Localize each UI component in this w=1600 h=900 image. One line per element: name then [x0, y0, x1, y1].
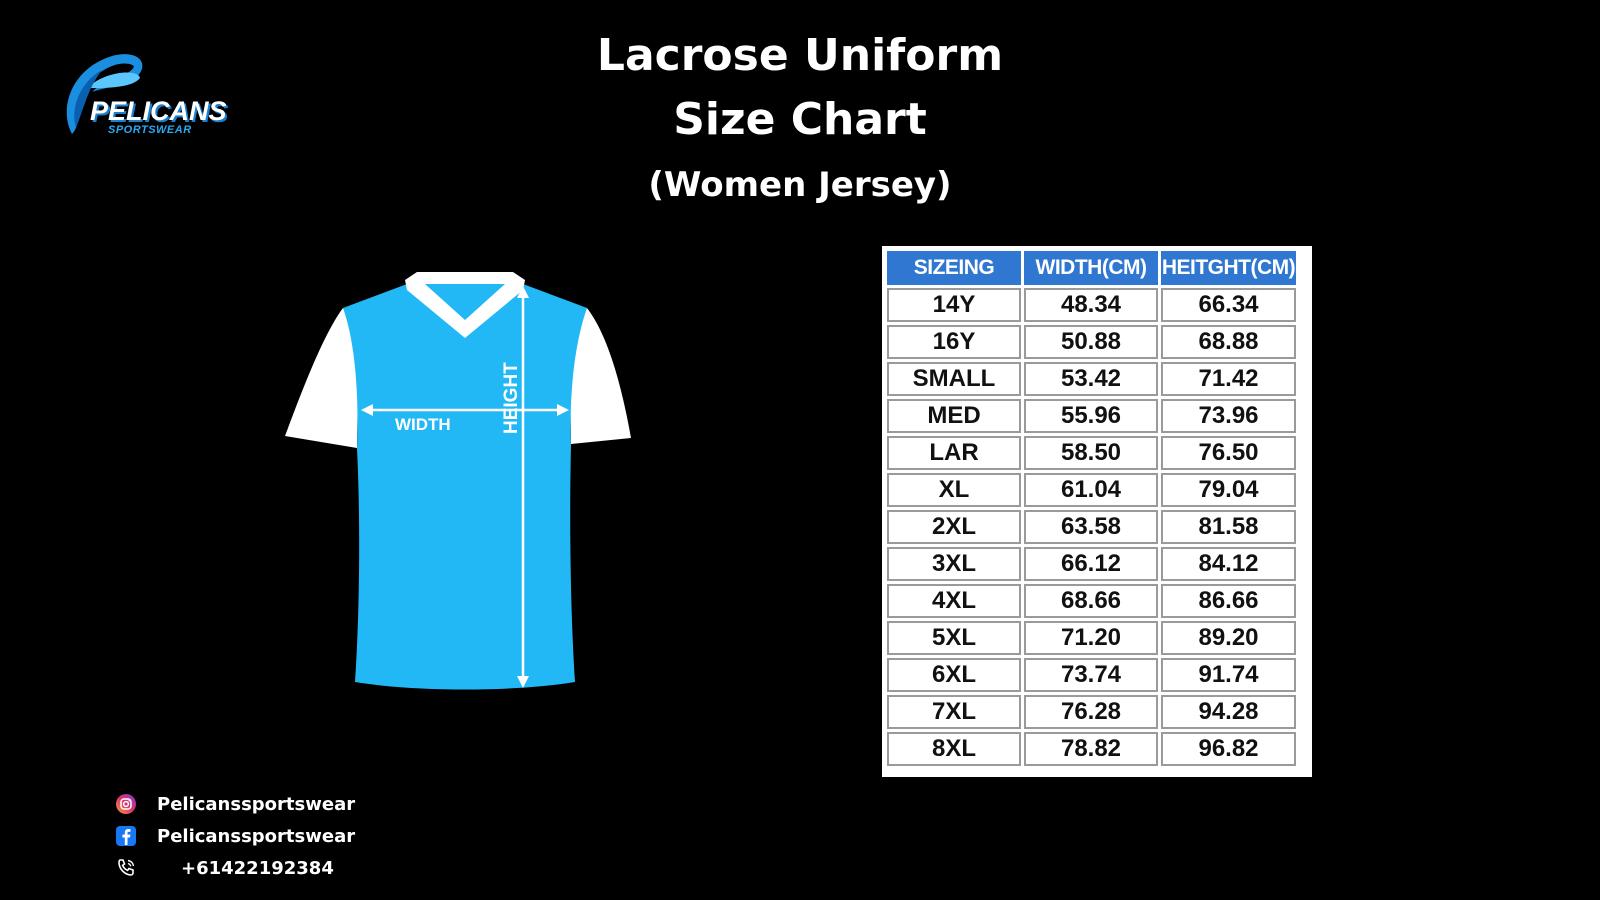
phone-number: +61422192384: [181, 857, 334, 879]
width-cell: 68.66: [1024, 584, 1158, 618]
width-cell: 78.82: [1024, 732, 1158, 766]
brand-name: PELICANS: [90, 96, 227, 126]
size-cell: MED: [887, 399, 1021, 433]
contact-phone[interactable]: +61422192384: [115, 852, 355, 884]
height-cell: 94.28: [1161, 695, 1296, 729]
brand-tagline: SPORTSWEAR: [108, 124, 192, 136]
table-row: 7XL 76.28 94.28: [887, 695, 1296, 729]
height-cell: 68.88: [1161, 325, 1296, 359]
width-cell: 55.96: [1024, 399, 1158, 433]
height-cell: 91.74: [1161, 658, 1296, 692]
height-cell: 96.82: [1161, 732, 1296, 766]
contact-instagram[interactable]: Pelicanssportswear: [115, 788, 355, 820]
height-cell: 71.42: [1161, 362, 1296, 396]
phone-icon: [118, 859, 135, 876]
page-title-line-2: Size Chart: [673, 94, 927, 145]
width-cell: 53.42: [1024, 362, 1158, 396]
size-cell: 3XL: [887, 547, 1021, 581]
width-cell: 73.74: [1024, 658, 1158, 692]
size-cell: 8XL: [887, 732, 1021, 766]
page-subtitle: (Women Jersey): [648, 165, 952, 205]
contact-facebook[interactable]: Pelicanssportswear: [115, 820, 355, 852]
width-cell: 48.34: [1024, 288, 1158, 322]
width-cell: 71.20: [1024, 621, 1158, 655]
height-cell: 81.58: [1161, 510, 1296, 544]
height-cell: 89.20: [1161, 621, 1296, 655]
table-row: 14Y 48.34 66.34: [887, 288, 1296, 322]
header-sizing: SIZEING: [887, 251, 1021, 285]
left-sleeve: [285, 308, 359, 448]
right-sleeve: [569, 308, 631, 444]
table-row: 6XL 73.74 91.74: [887, 658, 1296, 692]
size-cell: 4XL: [887, 584, 1021, 618]
size-cell: 6XL: [887, 658, 1021, 692]
pelican-swoosh-icon: [66, 54, 143, 134]
table-row: LAR 58.50 76.50: [887, 436, 1296, 470]
height-label: HEIGHT: [501, 362, 522, 434]
table-row: XL 61.04 79.04: [887, 473, 1296, 507]
width-arrow: [361, 404, 569, 416]
height-cell: 73.96: [1161, 399, 1296, 433]
table-row: 2XL 63.58 81.58: [887, 510, 1296, 544]
size-cell: LAR: [887, 436, 1021, 470]
table-row: 8XL 78.82 96.82: [887, 732, 1296, 766]
table-header-row: SIZEING WIDTH(CM) HEITGHT(CM): [887, 251, 1296, 285]
width-cell: 61.04: [1024, 473, 1158, 507]
facebook-handle: Pelicanssportswear: [157, 825, 356, 847]
table-row: 5XL 71.20 89.20: [887, 621, 1296, 655]
size-cell: 16Y: [887, 325, 1021, 359]
table-row: MED 55.96 73.96: [887, 399, 1296, 433]
table-row: 3XL 66.12 84.12: [887, 547, 1296, 581]
title-block: Lacrose Uniform Size Chart (Women Jersey…: [0, 24, 1600, 210]
header-height: HEITGHT(CM): [1161, 251, 1296, 285]
width-cell: 76.28: [1024, 695, 1158, 729]
instagram-icon: [116, 794, 136, 814]
brand-logo: PELICANS SPORTSWEAR: [62, 48, 232, 140]
jersey-body: [343, 284, 587, 690]
height-cell: 76.50: [1161, 436, 1296, 470]
size-cell: 5XL: [887, 621, 1021, 655]
width-cell: 58.50: [1024, 436, 1158, 470]
height-cell: 84.12: [1161, 547, 1296, 581]
size-cell: 14Y: [887, 288, 1021, 322]
size-cell: XL: [887, 473, 1021, 507]
instagram-handle: Pelicanssportswear: [157, 793, 356, 815]
page-title: Lacrose Uniform: [596, 30, 1004, 81]
size-chart-table: SIZEING WIDTH(CM) HEITGHT(CM) 14Y 48.34 66…: [882, 246, 1312, 777]
facebook-icon: [116, 826, 136, 846]
height-cell: 66.34: [1161, 288, 1296, 322]
size-cell: 7XL: [887, 695, 1021, 729]
height-cell: 86.66: [1161, 584, 1296, 618]
width-cell: 50.88: [1024, 325, 1158, 359]
height-cell: 79.04: [1161, 473, 1296, 507]
size-cell: SMALL: [887, 362, 1021, 396]
header-width: WIDTH(CM): [1024, 251, 1158, 285]
width-cell: 63.58: [1024, 510, 1158, 544]
table-row: SMALL 53.42 71.42: [887, 362, 1296, 396]
width-cell: 66.12: [1024, 547, 1158, 581]
size-table: SIZEING WIDTH(CM) HEITGHT(CM) 14Y 48.34 66…: [884, 248, 1299, 769]
size-cell: 2XL: [887, 510, 1021, 544]
contact-list: Pelicanssportswear Pelicanssportswear +6…: [115, 788, 355, 884]
jersey-illustration: WIDTH HEIGHT: [285, 272, 631, 690]
height-arrow: [517, 286, 529, 688]
width-label: WIDTH: [395, 415, 451, 434]
table-row: 16Y 50.88 68.88: [887, 325, 1296, 359]
table-row: 4XL 68.66 86.66: [887, 584, 1296, 618]
